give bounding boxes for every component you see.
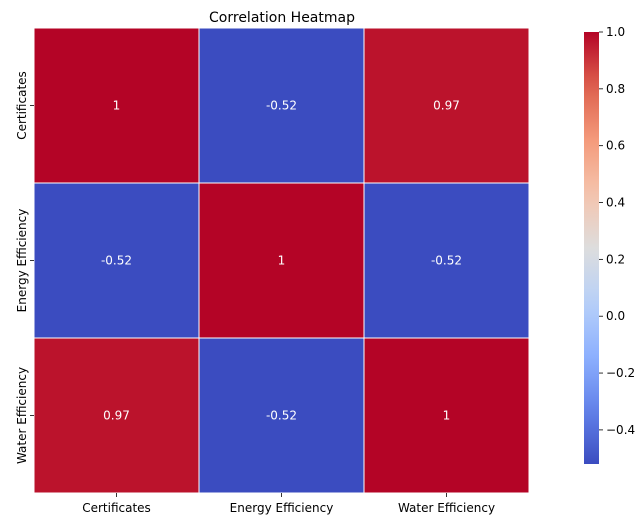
cell-value-label: -0.52	[266, 409, 297, 423]
heatmap-cell	[198, 182, 365, 339]
colorbar-tick-label: 0.6	[606, 139, 625, 153]
colorbar-tick-label: 0.2	[606, 252, 625, 266]
colorbar-tick-label: 0.8	[606, 82, 625, 96]
heatmap-cell	[363, 182, 530, 339]
cell-value-label: 1	[113, 99, 121, 113]
colorbar-tick-label: −0.4	[606, 423, 635, 437]
y-tick-label: Water Efficiency	[15, 367, 29, 464]
heatmap-cell	[33, 182, 200, 339]
heatmap-cells: 1 -0.52 0.97 -0.52 1 -0.52 0.97 -0.52 1	[33, 27, 530, 494]
colorbar-tick-label: 1.0	[606, 25, 625, 39]
cell-value-label: -0.52	[431, 254, 462, 268]
x-tick-label: Energy Efficiency	[230, 501, 334, 515]
cell-value-label: 1	[278, 254, 286, 268]
x-tick-label: Water Efficiency	[398, 501, 495, 515]
cell-value-label: 0.97	[433, 99, 460, 113]
y-tick-label: Certificates	[15, 71, 29, 140]
x-axis: Certificates Energy Efficiency Water Effic…	[82, 493, 495, 515]
heatmap-cell	[363, 27, 530, 184]
y-tick-label: Energy Efficiency	[15, 209, 29, 313]
heatmap-cell	[33, 337, 200, 494]
colorbar	[584, 32, 599, 464]
heatmap-cell	[198, 27, 365, 184]
x-tick-label: Certificates	[82, 501, 151, 515]
heatmap-cell	[33, 27, 200, 184]
colorbar-tick-label: 0.4	[606, 196, 625, 210]
heatmap-cell	[198, 337, 365, 494]
cell-value-label: 1	[443, 409, 451, 423]
cell-value-label: 0.97	[103, 409, 130, 423]
y-axis: Certificates Energy Efficiency Water Effic…	[15, 71, 34, 464]
colorbar-ticks: 1.0 0.8 0.6 0.4 0.2 0.0 −0.2 −0.4	[599, 25, 635, 437]
cell-value-label: -0.52	[101, 254, 132, 268]
colorbar-tick-label: −0.2	[606, 366, 635, 380]
chart-title: Correlation Heatmap	[209, 10, 355, 26]
colorbar-tick-label: 0.0	[606, 309, 625, 323]
cell-value-label: -0.52	[266, 99, 297, 113]
